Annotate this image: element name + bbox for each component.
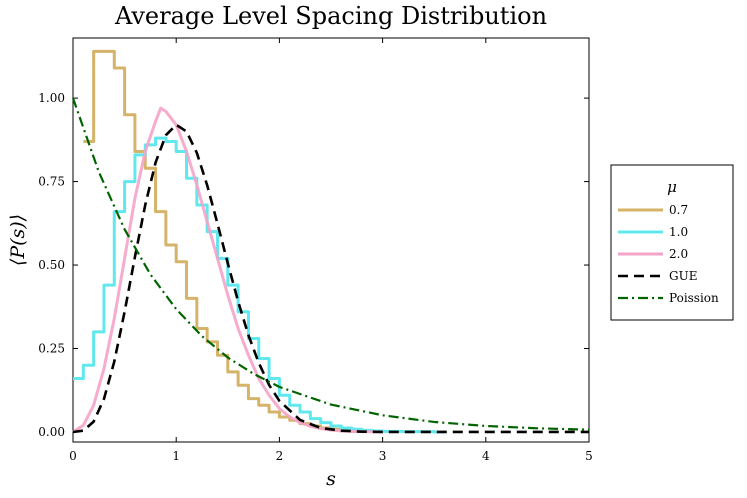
series-0-7 xyxy=(83,49,362,433)
x-tick-label: 5 xyxy=(585,449,593,463)
x-tick-label: 0 xyxy=(69,449,77,463)
x-axis-title: s xyxy=(326,468,336,490)
x-tick-label: 2 xyxy=(276,449,284,463)
x-tick-label: 3 xyxy=(379,449,387,463)
chart-title: Average Level Spacing Distribution xyxy=(114,2,547,30)
plot-frame xyxy=(72,37,590,443)
y-axis: 0.00 0.25 0.50 0.75 1.00 xyxy=(38,91,589,439)
legend-label: 1.0 xyxy=(669,225,688,239)
legend-label: Poission xyxy=(669,291,719,305)
y-tick-label: 0.00 xyxy=(38,425,65,439)
y-tick-label: 0.75 xyxy=(38,175,65,189)
x-tick-label: 1 xyxy=(172,449,180,463)
series-2-0 xyxy=(72,106,383,434)
y-tick-label: 0.50 xyxy=(38,258,65,272)
legend-label: 2.0 xyxy=(669,247,688,261)
y-tick-label: 1.00 xyxy=(38,91,65,105)
legend-label: GUE xyxy=(669,269,697,283)
legend: μ 0.7 1.0 2.0 GUE Poission xyxy=(610,164,734,321)
legend-title: μ xyxy=(667,178,677,196)
series-poission xyxy=(71,97,590,431)
legend-items: 0.7 1.0 2.0 GUE Poission xyxy=(618,203,719,305)
series-gue xyxy=(72,123,589,434)
series-1-0 xyxy=(73,136,445,434)
series-layer xyxy=(71,49,590,434)
x-axis: 0 1 2 3 4 5 xyxy=(69,38,593,463)
y-axis-title: ⟨P(s)⟩ xyxy=(7,214,29,266)
y-tick-label: 0.25 xyxy=(38,342,65,356)
legend-box xyxy=(610,164,734,321)
x-tick-label: 4 xyxy=(482,449,490,463)
legend-label: 0.7 xyxy=(669,203,688,217)
